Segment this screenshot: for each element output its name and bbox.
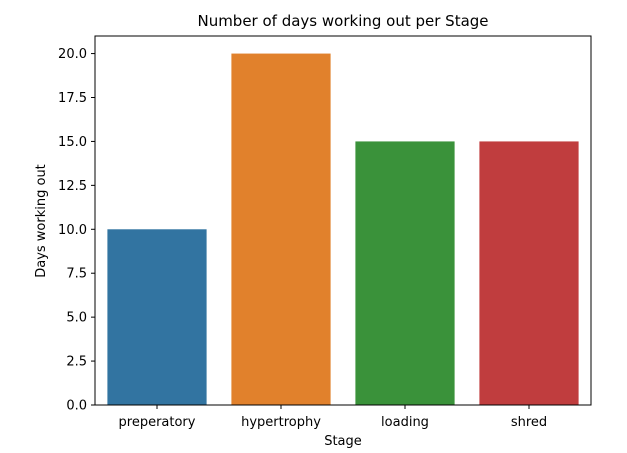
y-tick-label: 7.5 xyxy=(66,267,87,282)
y-tick-label: 12.5 xyxy=(58,179,87,194)
bar-preperatory xyxy=(107,229,207,405)
bar-hypertrophy xyxy=(231,53,331,405)
y-tick-label: 0.0 xyxy=(66,399,87,414)
y-tick-label: 17.5 xyxy=(58,91,87,106)
x-tick-label: shred xyxy=(511,415,547,430)
y-tick-label: 10.0 xyxy=(58,223,87,238)
y-tick-label: 5.0 xyxy=(66,311,87,326)
y-axis-label: Days working out xyxy=(34,164,49,278)
x-tick-label: loading xyxy=(381,415,429,430)
y-tick-label: 15.0 xyxy=(58,135,87,150)
plot-area: preperatory hypertrophy loading shred 0.0 2.5… xyxy=(58,35,592,430)
y-tick-label: 2.5 xyxy=(66,355,87,370)
x-axis-label: Stage xyxy=(324,434,362,449)
x-tick-label: preperatory xyxy=(119,415,196,430)
y-tick-label: 20.0 xyxy=(58,47,87,62)
bar-shred xyxy=(479,141,579,405)
plot-frame xyxy=(94,35,592,406)
chart-title: Number of days working out per Stage xyxy=(197,12,488,30)
x-tick-label: hypertrophy xyxy=(241,415,321,430)
bar-loading xyxy=(355,141,455,405)
